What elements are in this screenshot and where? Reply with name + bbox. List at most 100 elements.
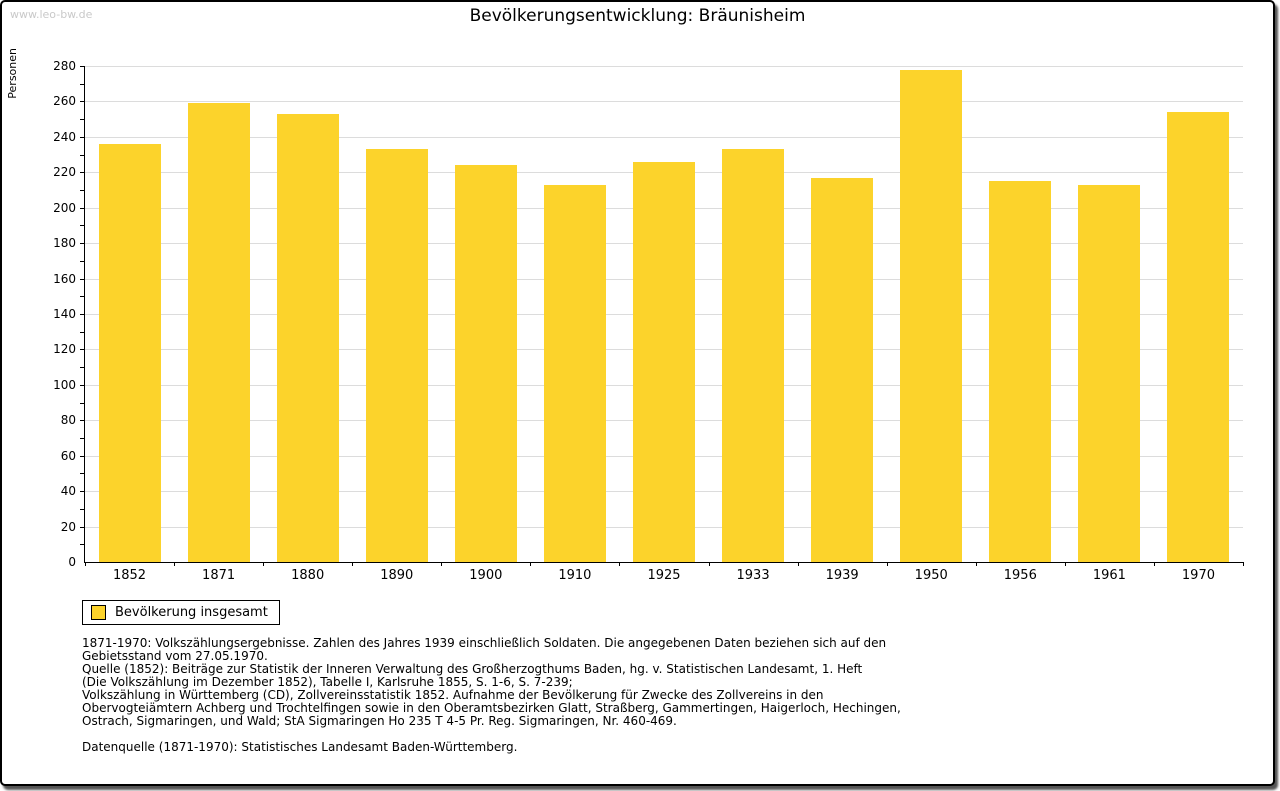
- x-tick-label: 1900: [469, 568, 503, 583]
- x-tick: [1243, 562, 1244, 566]
- y-gridline: [85, 66, 1243, 67]
- y-tick: [80, 367, 84, 369]
- x-tick: [174, 562, 176, 566]
- y-tick: [80, 331, 84, 333]
- footnote-line: Volkszählung in Württemberg (CD), Zollve…: [82, 688, 824, 702]
- y-tick: [80, 260, 84, 262]
- bar-1910: [543, 184, 606, 562]
- bar-1939: [811, 177, 874, 562]
- y-axis-title: Personen: [6, 48, 19, 99]
- x-tick-label: 1970: [1181, 568, 1215, 583]
- y-tick: [80, 314, 84, 315]
- y-tick: [80, 225, 84, 227]
- y-gridline: [85, 136, 1243, 138]
- y-tick-label: 220: [53, 165, 76, 180]
- y-gridline: [85, 101, 1243, 103]
- x-tick: [619, 562, 621, 566]
- x-tick-label: 1950: [914, 568, 948, 583]
- footnote-line: 1871-1970: Volkszählungsergebnisse. Zahl…: [82, 636, 887, 650]
- footnote-line: Obervogteiämtern Achberg und Trochtelfin…: [82, 701, 901, 715]
- x-tick: [352, 562, 354, 566]
- bar-1880: [276, 113, 339, 562]
- y-tick-label: 80: [60, 413, 76, 428]
- x-tick: [1153, 562, 1155, 566]
- y-tick: [80, 243, 84, 245]
- watermark-url: www.leo-bw.de: [10, 8, 93, 21]
- y-tick: [80, 119, 84, 121]
- x-tick: [530, 562, 532, 566]
- y-tick-label: 240: [53, 129, 76, 144]
- footnote-line: Datenquelle (1871-1970): Statistisches L…: [82, 740, 518, 754]
- y-tick: [80, 491, 84, 493]
- x-tick: [441, 562, 443, 566]
- y-tick: [80, 544, 84, 546]
- x-tick-label: 1910: [558, 568, 592, 583]
- y-tick-label: 100: [53, 377, 76, 392]
- y-tick-label: 260: [53, 94, 76, 109]
- x-tick-label: 1852: [112, 568, 147, 583]
- x-tick: [85, 562, 86, 566]
- y-tick-label: 40: [60, 484, 76, 499]
- x-tick-label: 1880: [291, 568, 325, 583]
- x-tick: [263, 562, 265, 566]
- legend-swatch: [91, 605, 106, 620]
- bar-1852: [98, 143, 161, 562]
- y-tick-label: 60: [60, 448, 76, 463]
- y-tick-label: 280: [53, 59, 76, 73]
- bar-1933: [722, 149, 785, 562]
- chart-title: Bevölkerungsentwicklung: Bräunisheim: [469, 6, 806, 26]
- bar-1950: [900, 69, 963, 562]
- footnote-line: Gebietsstand vom 27.05.1970.: [82, 649, 268, 663]
- bar-1871: [187, 103, 250, 562]
- y-tick: [80, 402, 84, 404]
- x-tick: [975, 562, 977, 566]
- y-tick-label: 120: [53, 342, 76, 357]
- y-tick: [80, 438, 84, 439]
- bar-1956: [989, 181, 1052, 562]
- y-tick: [80, 278, 84, 280]
- x-tick-label: 1961: [1092, 568, 1126, 583]
- y-tick-label: 0: [68, 555, 76, 569]
- bar-1890: [365, 149, 428, 562]
- y-tick: [80, 136, 84, 138]
- footnotes: 1871-1970: Volkszählungsergebnisse. Zahl…: [82, 637, 901, 754]
- y-tick-label: 20: [60, 519, 76, 534]
- y-tick: [80, 101, 84, 103]
- y-tick-label: 160: [53, 271, 76, 286]
- plot-area: 1852 1871 1880 1890 1900 1910 1925 1933 1939 1950…: [53, 59, 1244, 583]
- y-tick: [80, 526, 84, 528]
- y-tick: [80, 349, 84, 351]
- y-tick: [80, 154, 84, 156]
- y-tick: [80, 83, 84, 85]
- y-tick: [80, 384, 84, 386]
- x-tick-label: 1925: [647, 568, 681, 583]
- y-tick: [80, 190, 84, 191]
- y-tick-label: 180: [53, 236, 76, 251]
- y-tick-label: 140: [53, 307, 76, 321]
- x-tick: [708, 562, 710, 566]
- bar-1970: [1167, 112, 1230, 562]
- x-tick: [797, 562, 799, 566]
- footnote-line: (Die Volkszählung im Dezember 1852), Tab…: [82, 675, 573, 689]
- legend: Bevölkerung insgesamt: [82, 600, 280, 625]
- legend-label: Bevölkerung insgesamt: [115, 605, 268, 620]
- x-tick-label: 1871: [202, 568, 236, 583]
- y-tick: [80, 420, 84, 422]
- x-tick-label: 1956: [1003, 568, 1037, 583]
- y-tick: [80, 66, 84, 67]
- x-tick-label: 1933: [736, 568, 770, 583]
- x-tick: [1064, 562, 1066, 566]
- x-tick-label: 1939: [825, 568, 859, 583]
- footnote-line: Quelle (1852): Beiträge zur Statistik de…: [82, 662, 863, 676]
- bar-1900: [454, 165, 517, 562]
- y-tick: [80, 455, 84, 457]
- x-tick-label: 1890: [380, 568, 414, 583]
- y-tick: [80, 296, 84, 298]
- x-tick: [886, 562, 888, 566]
- y-tick: [80, 207, 84, 209]
- footnote-line: Ostrach, Sigmaringen, und Wald; StA Sigm…: [82, 714, 677, 728]
- bar-1925: [633, 161, 695, 562]
- y-tick: [80, 172, 84, 174]
- bar-1961: [1078, 184, 1141, 562]
